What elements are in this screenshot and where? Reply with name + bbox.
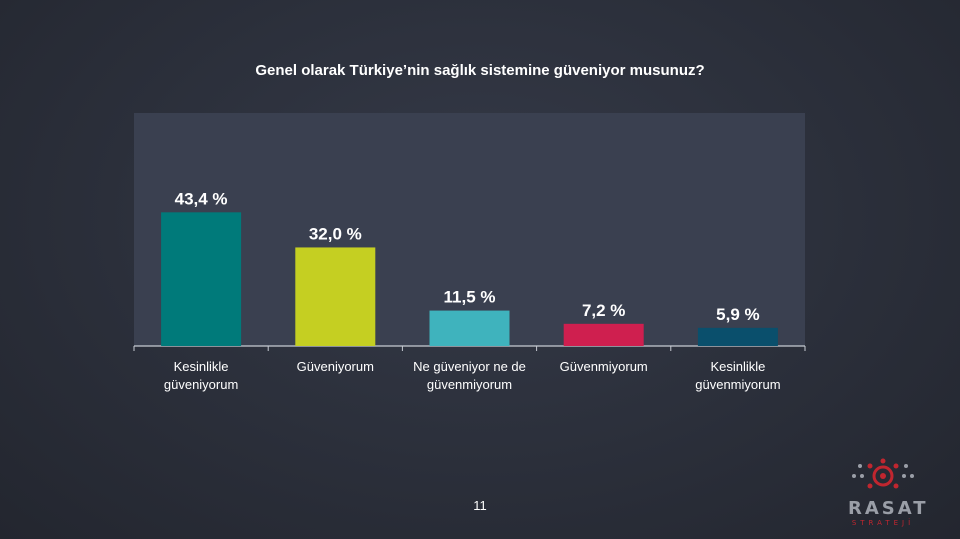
logo-wordmark: RASAT: [848, 498, 929, 519]
category-label: güvenmiyorum: [695, 377, 780, 392]
bar: [563, 323, 644, 346]
category-label: Kesinlikle: [174, 359, 229, 374]
plot-area: [134, 113, 805, 346]
data-label: 32,0 %: [309, 224, 362, 243]
category-label: Kesinlikle: [710, 359, 765, 374]
category-label: güvenmiyorum: [427, 377, 512, 392]
category-label: Güvenmiyorum: [560, 359, 648, 374]
bar: [429, 310, 510, 346]
logo-dots-icon: [852, 458, 914, 489]
page-number: 11: [473, 498, 487, 513]
bar: [295, 247, 376, 346]
chart-title: Genel olarak Türkiye’nin sağlık sistemin…: [255, 62, 705, 79]
bar: [161, 212, 242, 346]
category-label: Güveniyorum: [297, 359, 374, 374]
rasat-logo: RASAT STRATEJİ: [848, 458, 948, 533]
data-label: 11,5 %: [444, 288, 496, 307]
data-label: 43,4 %: [175, 189, 228, 208]
logo-subtitle: STRATEJİ: [851, 519, 915, 527]
bar: [697, 327, 778, 346]
data-label: 5,9 %: [716, 305, 759, 324]
category-label: güveniyorum: [164, 377, 238, 392]
category-label: Ne güveniyor ne de: [413, 359, 526, 374]
data-label: 7,2 %: [582, 301, 625, 320]
